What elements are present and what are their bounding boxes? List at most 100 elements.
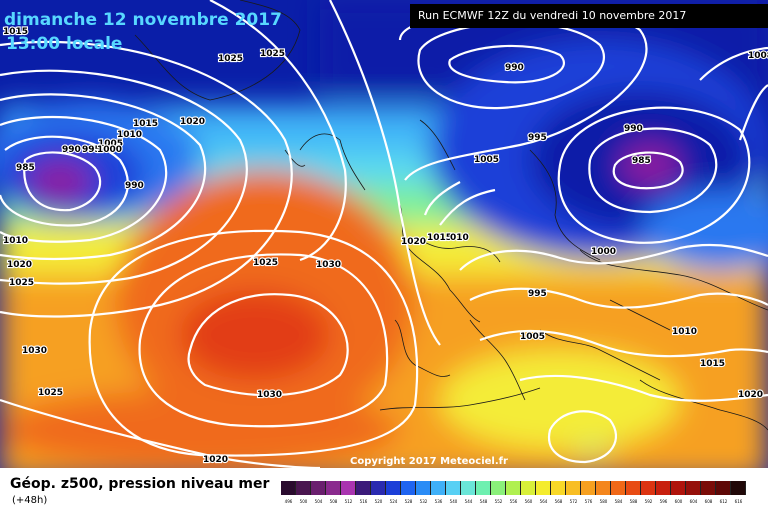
- color-scale-tick: 576: [584, 499, 593, 504]
- color-scale-tick: 512: [344, 499, 353, 504]
- color-swatch: [731, 481, 746, 495]
- lead-time: (+48h): [12, 495, 48, 506]
- color-scale-tick: 612: [719, 499, 728, 504]
- color-swatch: [716, 481, 731, 495]
- isobar-label-1010-w1: 1010: [3, 236, 28, 246]
- color-scale-bar: [281, 481, 746, 495]
- color-swatch: [386, 481, 401, 495]
- isobar-label-1020-europe: 1020: [401, 237, 426, 247]
- color-swatch: [686, 481, 701, 495]
- isobar-label-1020-w2: 1020: [7, 260, 32, 270]
- copyright-text: Copyright 2017 Meteociel.fr: [350, 456, 508, 467]
- isobar-label-990-west: 990: [62, 145, 81, 155]
- isobar-label-995-central: 995: [528, 289, 547, 299]
- isobar-label-1020-south: 1020: [203, 455, 228, 465]
- isobar-label-1015-east: 1015: [700, 359, 725, 369]
- isobar-label-990-russia: 990: [624, 124, 643, 134]
- color-scale-tick: 604: [689, 499, 698, 504]
- color-scale-tick: 588: [629, 499, 638, 504]
- color-scale-tick: 560: [524, 499, 533, 504]
- color-scale-tick: 516: [359, 499, 368, 504]
- color-swatch: [431, 481, 446, 495]
- color-swatch: [356, 481, 371, 495]
- isobar-label-010-europe: 010: [450, 233, 469, 243]
- color-swatch: [521, 481, 536, 495]
- color-swatch: [446, 481, 461, 495]
- color-scale-tick: 568: [554, 499, 563, 504]
- isobar-label-1015-nw: 1015: [3, 27, 28, 37]
- color-scale-tick: 584: [614, 499, 623, 504]
- forecast-date: dimanche 12 novembre 2017: [4, 10, 282, 30]
- isobar-label-985-russia: 985: [632, 156, 651, 166]
- color-scale-tick: 496: [284, 499, 293, 504]
- color-scale-tick: 552: [494, 499, 503, 504]
- color-scale-tick: 508: [329, 499, 338, 504]
- isobar-label-1030-south: 1030: [257, 390, 282, 400]
- isobar-label-995-west: 995: [82, 145, 101, 155]
- isobar-label-1020-north: 1020: [180, 117, 205, 127]
- color-swatch: [626, 481, 641, 495]
- color-swatch: [551, 481, 566, 495]
- isobar-label-1025-center: 1025: [253, 258, 278, 268]
- color-swatch: [326, 481, 341, 495]
- isobar-label-1000-east: 1000: [591, 247, 616, 257]
- color-scale-tick: 616: [734, 499, 743, 504]
- color-swatch: [476, 481, 491, 495]
- color-scale-tick: 600: [674, 499, 683, 504]
- run-info-text: Run ECMWF 12Z du vendredi 10 novembre 20…: [418, 9, 687, 22]
- color-swatch: [281, 481, 296, 495]
- isobar-label-1025-iceland: 1025: [218, 54, 243, 64]
- color-swatch: [341, 481, 356, 495]
- isobar-label-1010-east: 1010: [672, 327, 697, 337]
- isobar-label-1030-center: 1030: [316, 260, 341, 270]
- color-scale-tick: 596: [659, 499, 668, 504]
- coastlines: [134, 0, 768, 431]
- color-scale-ticks: 496 500 504 508 512 516 520 524 528 532 536 540 544 5…: [281, 499, 746, 509]
- color-scale-tick: 520: [374, 499, 383, 504]
- color-swatch: [461, 481, 476, 495]
- color-scale-tick: 500: [299, 499, 308, 504]
- color-scale-tick: 608: [704, 499, 713, 504]
- isobar-label-1025-w3: 1025: [9, 278, 34, 288]
- isobar-label-1008-edge: 1008: [748, 51, 768, 61]
- color-swatch: [296, 481, 311, 495]
- isobar-label-990-north-sea: 990: [505, 63, 524, 73]
- color-swatch: [566, 481, 581, 495]
- color-scale-tick: 592: [644, 499, 653, 504]
- isobar-label-1010-north: 1010: [117, 130, 142, 140]
- isobar-label-995-scandinavia: 995: [528, 133, 547, 143]
- isobar-label-1005-north: 1005: [98, 139, 123, 149]
- isobar-label-1020-east: 1020: [738, 390, 763, 400]
- isobar-label-1005-central: 1005: [520, 332, 545, 342]
- color-swatch: [611, 481, 626, 495]
- isobar-label-990-westlow: 990: [125, 181, 144, 191]
- isobar-label-1005-scandinavia: 1005: [474, 155, 499, 165]
- run-info-box: [410, 4, 768, 28]
- color-scale-tick: 536: [434, 499, 443, 504]
- color-scale-tick: 532: [419, 499, 428, 504]
- isobar-label-1015-north: 1015: [133, 119, 158, 129]
- isobar-label-1015-europe: 1015: [427, 233, 452, 243]
- isobar-label-1025-greenland: 1025: [260, 49, 285, 59]
- color-swatch: [701, 481, 716, 495]
- color-swatch: [641, 481, 656, 495]
- color-scale-tick: 548: [479, 499, 488, 504]
- color-scale-tick: 540: [449, 499, 458, 504]
- color-scale-tick: 544: [464, 499, 473, 504]
- color-swatch: [596, 481, 611, 495]
- color-swatch: [581, 481, 596, 495]
- color-swatch: [491, 481, 506, 495]
- color-swatch: [311, 481, 326, 495]
- geopotential-field: [0, 0, 768, 468]
- color-swatch: [401, 481, 416, 495]
- color-swatch: [536, 481, 551, 495]
- color-scale-tick: 564: [539, 499, 548, 504]
- color-scale-tick: 580: [599, 499, 608, 504]
- isobar-label-1000-west: 1000: [97, 145, 122, 155]
- color-scale-tick: 524: [389, 499, 398, 504]
- color-swatch: [371, 481, 386, 495]
- color-scale-tick: 504: [314, 499, 323, 504]
- color-scale-tick: 572: [569, 499, 578, 504]
- color-swatch: [671, 481, 686, 495]
